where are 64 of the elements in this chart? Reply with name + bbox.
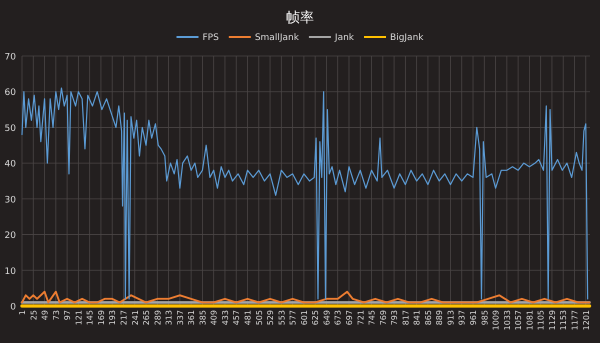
x-tick-label: 745 — [368, 310, 377, 326]
x-tick-label: 433 — [220, 310, 230, 326]
x-tick-label: 673 — [334, 310, 343, 326]
x-tick-label: 1057 — [514, 310, 524, 330]
x-tick-label: 721 — [356, 310, 366, 326]
x-tick-label: 529 — [266, 310, 276, 326]
x-tick-label: 577 — [288, 310, 298, 326]
x-tick-label: 49 — [40, 310, 50, 320]
x-tick-label: 505 — [254, 310, 264, 326]
x-tick-label: 865 — [424, 310, 433, 326]
y-tick-label: 60 — [4, 88, 16, 98]
x-tick-label: 385 — [198, 310, 208, 326]
x-tick-label: 793 — [390, 310, 400, 326]
x-tick-label: 73 — [52, 310, 61, 320]
x-tick-label: 1201 — [582, 310, 591, 330]
x-tick-label: 1177 — [570, 310, 580, 330]
y-tick-label: 20 — [4, 231, 16, 242]
x-tick-label: 937 — [458, 310, 467, 326]
x-tick-label: 241 — [130, 310, 140, 326]
x-tick-label: 289 — [153, 310, 162, 326]
x-tick-label: 1105 — [536, 310, 546, 330]
x-tick-label: 601 — [300, 310, 309, 326]
chart-title: 帧率 — [286, 10, 314, 26]
y-tick-label: 50 — [4, 124, 16, 134]
y-tick-label: 0 — [10, 302, 16, 312]
legend-label: SmallJank — [254, 33, 300, 43]
x-tick-label: 625 — [311, 310, 320, 326]
x-tick-label: 985 — [480, 310, 490, 326]
x-tick-label: 1033 — [502, 310, 512, 330]
x-tick-label: 121 — [74, 310, 84, 326]
x-tick-label: 1129 — [548, 310, 557, 330]
x-tick-label: 193 — [108, 310, 118, 326]
x-tick-label: 481 — [244, 310, 253, 326]
x-tick-label: 913 — [446, 310, 456, 326]
y-tick-label: 40 — [4, 160, 16, 170]
x-tick-label: 337 — [176, 310, 185, 326]
x-tick-label: 97 — [63, 310, 72, 320]
x-tick-label: 649 — [322, 310, 332, 326]
legend-label: FPS — [202, 33, 220, 43]
legend-label: Jank — [334, 33, 355, 43]
x-tick-label: 313 — [164, 310, 174, 326]
y-tick-label: 70 — [4, 52, 16, 62]
y-tick-label: 30 — [4, 195, 16, 206]
x-tick-label: 1 — [18, 310, 27, 316]
x-tick-label: 361 — [187, 310, 196, 326]
x-tick-label: 1081 — [525, 310, 534, 330]
x-tick-label: 169 — [96, 310, 106, 326]
x-tick-label: 889 — [435, 310, 444, 326]
x-tick-label: 961 — [469, 310, 478, 326]
x-tick-label: 841 — [412, 310, 422, 326]
x-tick-label: 697 — [344, 310, 354, 326]
legend-label: BigJank — [390, 33, 424, 43]
x-tick-label: 457 — [232, 310, 242, 326]
x-tick-label: 145 — [86, 310, 95, 326]
x-tick-label: 25 — [29, 310, 38, 320]
x-tick-label: 217 — [119, 310, 128, 326]
x-tick-label: 265 — [142, 310, 152, 326]
x-tick-label: 409 — [210, 310, 219, 326]
x-tick-label: 1153 — [559, 310, 568, 330]
y-tick-label: 10 — [4, 266, 16, 277]
x-tick-label: 817 — [401, 310, 410, 326]
x-tick-label: 769 — [378, 310, 388, 326]
x-tick-label: 1009 — [492, 310, 501, 330]
x-tick-label: 553 — [277, 310, 286, 326]
